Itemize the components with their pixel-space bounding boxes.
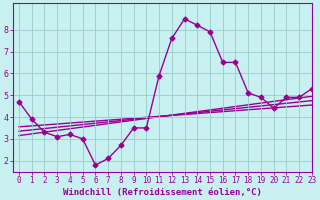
X-axis label: Windchill (Refroidissement éolien,°C): Windchill (Refroidissement éolien,°C) (63, 188, 262, 197)
